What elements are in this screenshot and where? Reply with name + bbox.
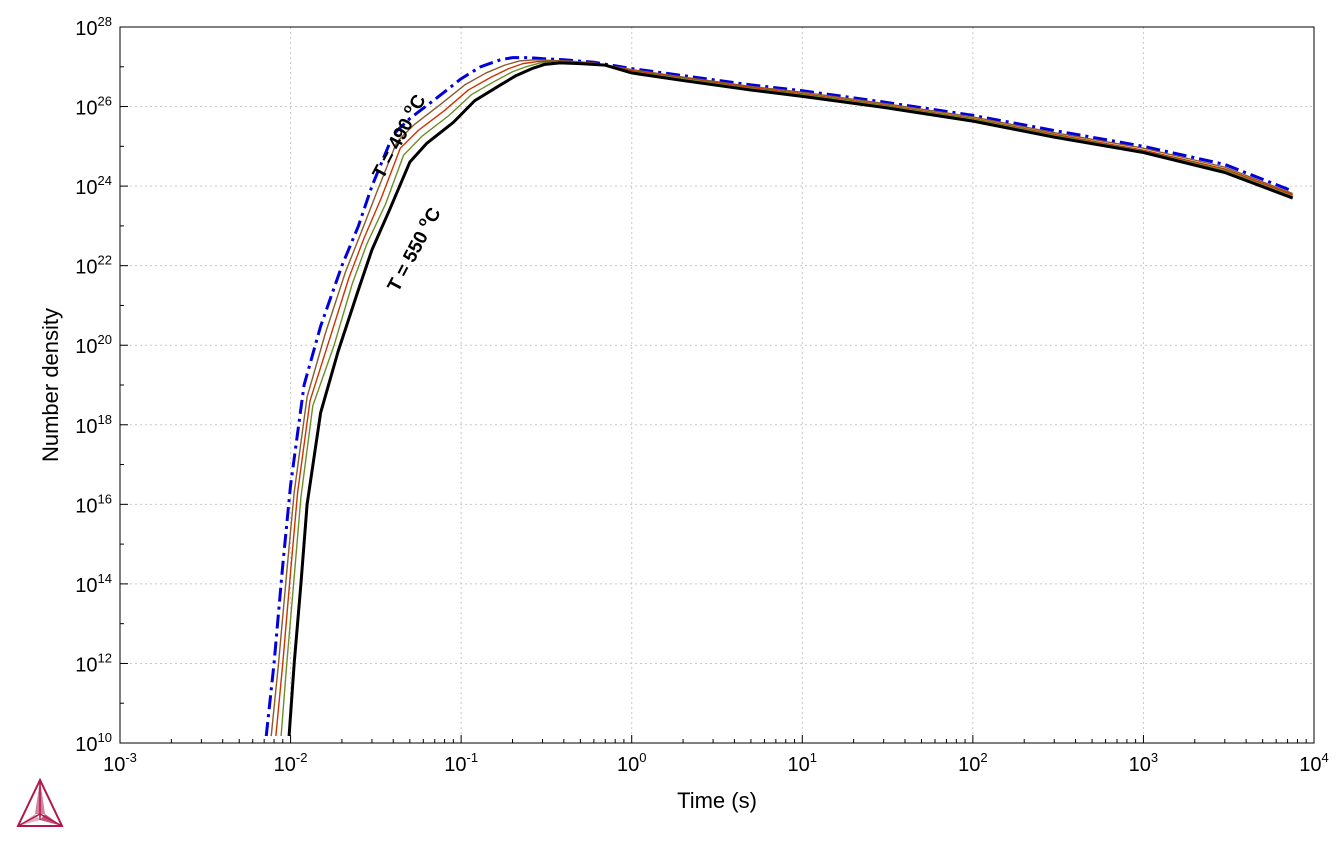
series-line-2 — [270, 59, 1293, 737]
thermo-calc-logo — [16, 777, 64, 827]
series-group — [264, 56, 1294, 737]
y-tick-label: 1018 — [75, 412, 112, 438]
y-axis-title: Number density — [38, 308, 63, 462]
y-tick-label: 1028 — [75, 14, 112, 40]
x-tick-label: 103 — [1129, 750, 1158, 776]
y-tick-label: 1014 — [75, 571, 112, 597]
x-tick-label: 101 — [788, 750, 817, 776]
plot-background — [120, 27, 1314, 743]
y-tick-label: 1024 — [75, 173, 112, 199]
y-axis-ticks: 1010 1012 1014 1016 1018 1020 1022 1024 1026 1028 — [75, 14, 128, 756]
x-tick-label: 104 — [1299, 750, 1328, 776]
y-tick-label: 1016 — [75, 491, 112, 517]
series-line-3 — [275, 60, 1293, 737]
x-tick-label: 102 — [958, 750, 987, 776]
x-tick-label: 100 — [617, 750, 646, 776]
y-tick-label: 1026 — [75, 94, 112, 120]
y-tick-label: 1012 — [75, 650, 112, 676]
x-axis-title: Time (s) — [677, 788, 757, 813]
y-tick-label: 1020 — [75, 332, 112, 358]
y-tick-label: 1022 — [75, 253, 112, 279]
series-line-4 — [280, 61, 1293, 737]
x-tick-label: 10-3 — [103, 750, 137, 776]
x-tick-label: 10-1 — [444, 750, 478, 776]
x-tick-label: 10-2 — [274, 750, 308, 776]
y-tick-label: 1010 — [75, 730, 112, 756]
series-line-1 — [264, 56, 1294, 737]
series-line-5 — [287, 61, 1294, 737]
x-axis-ticks: 10-3 10-2 10-1 100 101 102 103 104 — [103, 735, 1329, 776]
grid — [120, 27, 1314, 743]
